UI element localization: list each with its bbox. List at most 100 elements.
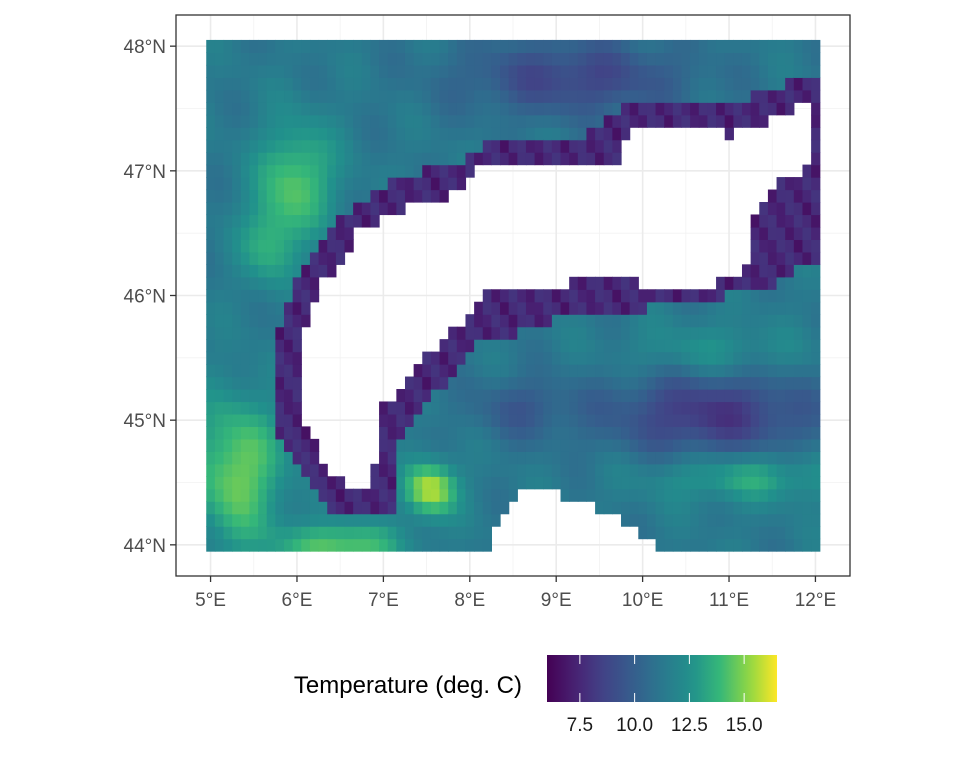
- raster-cell: [802, 413, 812, 427]
- raster-cell: [508, 289, 518, 303]
- raster-cell: [232, 389, 242, 403]
- raster-cell: [232, 476, 242, 490]
- raster-cell: [214, 239, 225, 253]
- raster-cell: [621, 389, 631, 403]
- raster-cell: [707, 301, 717, 315]
- raster-cell: [249, 438, 259, 452]
- raster-cell: [793, 451, 804, 465]
- raster-cell: [569, 376, 579, 390]
- raster-cell: [318, 127, 328, 141]
- raster-cell: [655, 376, 665, 390]
- raster-cell: [793, 501, 804, 515]
- raster-cell: [379, 401, 389, 415]
- raster-cell: [318, 513, 328, 527]
- raster-cell: [223, 239, 233, 253]
- raster-cell: [690, 77, 700, 91]
- raster-cell: [396, 488, 406, 502]
- raster-cell: [318, 152, 328, 166]
- raster-cell: [396, 127, 406, 141]
- raster-cell: [232, 164, 242, 178]
- raster-cell: [733, 438, 743, 452]
- raster-cell: [534, 339, 544, 353]
- raster-cell: [586, 389, 596, 403]
- raster-cell: [672, 364, 683, 378]
- raster-cell: [318, 239, 328, 253]
- raster-cell: [404, 77, 415, 91]
- raster-cell: [387, 476, 397, 490]
- raster-cell: [284, 64, 294, 78]
- raster-cell: [482, 351, 492, 365]
- raster-cell: [690, 52, 700, 66]
- raster-cell: [811, 513, 821, 527]
- raster-cell: [284, 376, 294, 390]
- raster-cell: [767, 401, 778, 415]
- raster-cell: [249, 389, 259, 403]
- raster-cell: [551, 426, 562, 440]
- raster-cell: [776, 476, 786, 490]
- raster-cell: [595, 114, 605, 128]
- raster-cell: [638, 351, 648, 365]
- raster-cell: [353, 102, 363, 116]
- raster-cell: [491, 314, 501, 328]
- raster-cell: [309, 152, 320, 166]
- raster-cell: [776, 264, 786, 278]
- raster-cell: [223, 526, 233, 540]
- raster-cell: [603, 351, 613, 365]
- raster-cell: [456, 164, 467, 178]
- raster-cell: [430, 351, 441, 365]
- raster-cell: [534, 376, 544, 390]
- raster-cell: [309, 214, 320, 228]
- raster-cell: [214, 77, 225, 91]
- raster-cell: [240, 426, 251, 440]
- raster-cell: [240, 526, 251, 540]
- raster-cell: [387, 152, 397, 166]
- raster-cell: [292, 476, 302, 490]
- raster-cell: [525, 314, 536, 328]
- raster-cell: [785, 438, 795, 452]
- raster-cell: [275, 202, 285, 216]
- raster-cell: [266, 488, 276, 502]
- raster-cell: [301, 438, 311, 452]
- raster-cell: [646, 476, 657, 490]
- raster-cell: [249, 239, 259, 253]
- raster-cell: [551, 127, 562, 141]
- raster-cell: [214, 64, 225, 78]
- raster-cell: [387, 127, 397, 141]
- raster-cell: [681, 463, 691, 477]
- raster-cell: [577, 289, 588, 303]
- raster-cell: [569, 351, 579, 365]
- raster-cell: [612, 451, 622, 465]
- raster-cell: [621, 314, 631, 328]
- raster-cell: [534, 102, 544, 116]
- raster-cell: [214, 289, 225, 303]
- raster-cell: [240, 152, 251, 166]
- raster-cell: [664, 476, 674, 490]
- raster-cell: [344, 64, 354, 78]
- raster-cell: [223, 389, 233, 403]
- raster-cell: [802, 89, 812, 103]
- raster-cell: [750, 239, 760, 253]
- raster-cell: [232, 538, 242, 552]
- raster-cell: [621, 476, 631, 490]
- raster-cell: [214, 89, 225, 103]
- raster-cell: [621, 513, 631, 527]
- raster-cell: [344, 89, 354, 103]
- raster-cell: [258, 538, 268, 552]
- raster-cell: [672, 389, 683, 403]
- raster-cell: [707, 538, 717, 552]
- raster-cell: [672, 39, 683, 53]
- raster-cell: [249, 102, 259, 116]
- raster-cell: [465, 339, 475, 353]
- raster-cell: [560, 89, 570, 103]
- raster-cell: [361, 89, 372, 103]
- raster-cell: [223, 451, 233, 465]
- raster-cell: [534, 426, 544, 440]
- raster-cell: [284, 139, 294, 153]
- raster-cell: [223, 64, 233, 78]
- raster-cell: [543, 401, 553, 415]
- raster-cell: [629, 413, 639, 427]
- raster-cell: [318, 39, 328, 53]
- raster-cell: [413, 152, 423, 166]
- raster-cell: [603, 301, 613, 315]
- raster-cell: [404, 102, 415, 116]
